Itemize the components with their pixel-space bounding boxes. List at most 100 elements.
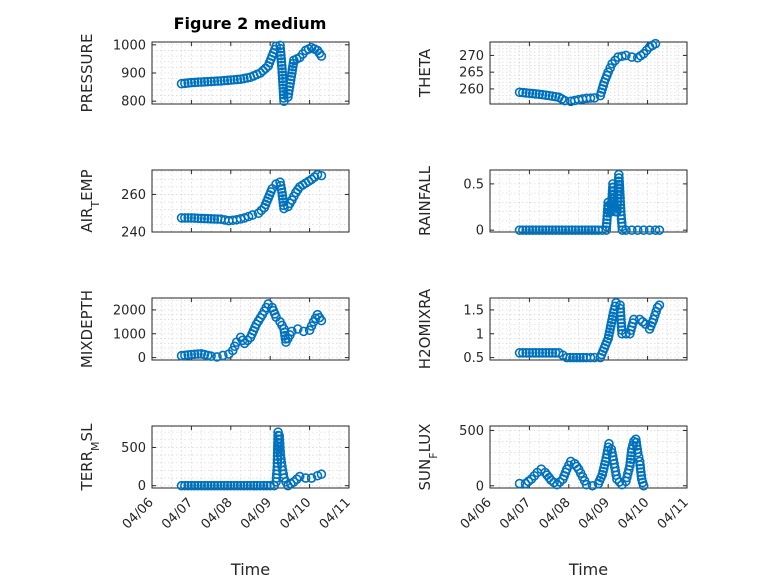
data-point	[242, 335, 253, 346]
data-point	[615, 200, 626, 210]
data-point	[531, 348, 541, 358]
axes-frame	[489, 169, 688, 233]
data-point	[615, 303, 626, 314]
data-point	[286, 71, 297, 82]
data-point	[176, 78, 187, 89]
data-point	[275, 180, 286, 191]
data-point	[176, 213, 187, 223]
data-point	[229, 74, 239, 85]
data-point	[196, 480, 207, 491]
y-tick-label: 270	[459, 49, 484, 64]
data-point	[193, 77, 203, 88]
data-point	[534, 225, 545, 235]
y-axis-label: MIXDEPTH	[78, 290, 96, 368]
data-point	[218, 350, 228, 361]
data-point	[585, 93, 596, 103]
data-point	[544, 225, 554, 235]
data-point	[277, 63, 287, 74]
data-point	[614, 173, 624, 183]
data-point	[614, 176, 624, 187]
data-point	[284, 85, 294, 95]
data-point	[226, 480, 236, 491]
data-point	[544, 472, 554, 483]
data-point	[189, 349, 200, 360]
series-1	[514, 169, 665, 235]
data-point	[527, 88, 538, 99]
data-point	[531, 89, 541, 99]
data-point	[306, 473, 317, 483]
data-point	[212, 352, 222, 362]
data-point	[212, 480, 223, 491]
data-point	[206, 351, 216, 361]
x-tick-label: 04/09	[576, 495, 613, 532]
data-point	[222, 480, 233, 491]
data-point	[521, 225, 531, 235]
data-point	[575, 352, 585, 363]
data-point	[614, 183, 625, 193]
series-1	[514, 434, 649, 491]
data-point	[615, 300, 625, 310]
data-point	[524, 348, 535, 358]
data-point	[277, 187, 287, 198]
data-point	[652, 302, 663, 313]
series-1	[176, 427, 327, 491]
data-point	[216, 480, 226, 491]
x-tick-label: 04/07	[159, 495, 196, 532]
data-point	[245, 480, 256, 491]
data-point	[563, 225, 574, 235]
data-point	[518, 87, 528, 98]
data-point	[252, 480, 262, 491]
data-point	[232, 74, 243, 85]
y-tick-label: 240	[121, 226, 146, 241]
x-tick-label: 04/11	[655, 495, 692, 532]
data-point	[196, 213, 207, 224]
data-point	[272, 441, 283, 451]
data-point	[284, 81, 295, 92]
data-point	[621, 225, 631, 235]
data-point	[242, 480, 253, 491]
x-tick-label: 04/11	[317, 495, 354, 532]
y-axis-label: AIRTEMP	[78, 169, 102, 232]
data-point	[552, 479, 562, 490]
y-tick-label: 0	[476, 479, 484, 494]
data-point	[601, 225, 612, 235]
y-tick-label: 1000	[113, 327, 146, 342]
data-point	[521, 348, 531, 358]
data-point	[627, 52, 637, 62]
data-point	[629, 314, 639, 325]
y-tick-label: 0.5	[463, 177, 484, 192]
data-point	[632, 447, 643, 458]
data-point	[180, 213, 190, 223]
y-axis-label: THETA	[416, 48, 434, 98]
data-point	[287, 326, 297, 337]
data-point	[565, 352, 575, 363]
data-point	[275, 40, 285, 51]
data-point	[625, 457, 636, 468]
subplot-8: 0 500 04/06 04/07 04/08 04/09 04/10 04/11 SUNFLU…	[416, 424, 692, 579]
data-point	[534, 89, 545, 100]
subplot-3: 240 260 AIRTEMP	[78, 169, 350, 241]
data-point	[292, 324, 303, 334]
data-point	[580, 225, 591, 235]
y-axis-label: RAINFALL	[416, 165, 434, 236]
data-point	[222, 75, 233, 86]
data-point	[276, 60, 287, 71]
data-point	[614, 477, 625, 487]
data-point	[635, 463, 646, 474]
x-axis-label: Time	[230, 560, 270, 579]
data-point	[615, 203, 626, 214]
y-axis-label: TERRMSL	[78, 423, 102, 492]
data-point	[255, 480, 266, 491]
data-point	[550, 225, 561, 235]
series-1	[176, 169, 327, 226]
y-tick-label: 2000	[113, 303, 146, 318]
data-point	[209, 214, 220, 224]
data-point	[634, 456, 645, 467]
x-tick-label: 04/08	[537, 495, 574, 532]
data-point	[560, 95, 570, 106]
data-point	[216, 76, 226, 86]
data-point	[180, 350, 190, 361]
data-point	[514, 478, 525, 489]
